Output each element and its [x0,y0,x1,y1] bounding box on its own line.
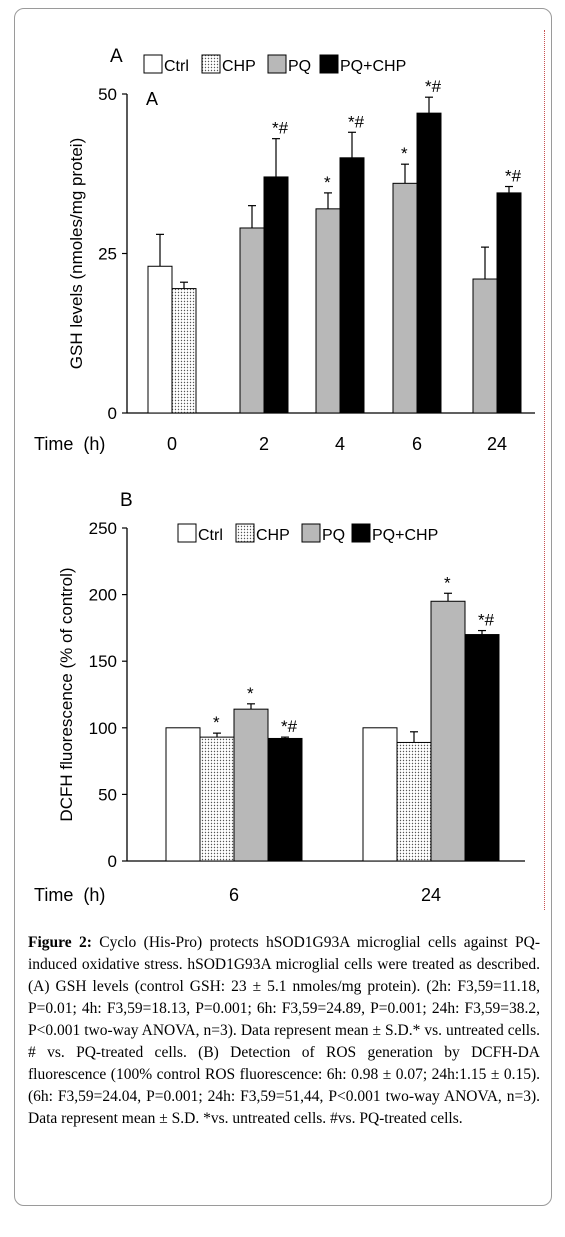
significance-marker: * [247,684,254,703]
significance-marker: * [213,713,220,732]
bar-pq-chp [263,176,289,414]
bar-pq-chp [416,112,442,414]
y-tick-label: 50 [98,85,117,104]
bar-ctrl [165,727,201,862]
bar-chp [396,741,432,862]
y-tick-label: 100 [89,719,117,738]
bar-pq [233,708,269,862]
bar-pq [239,227,265,414]
significance-marker: * [324,173,331,192]
legend-swatch [351,523,371,543]
panel-label: A [110,46,123,67]
x-tick-label: 6 [412,434,422,454]
legend-swatch [319,54,339,74]
x-tick-label: 2 [259,434,269,454]
x-tick-label: 6 [229,885,239,905]
legend-label: CHP [256,527,290,544]
legend-swatch [301,523,321,543]
y-tick-label: 250 [89,519,117,538]
bar-ctrl [147,265,173,414]
y-tick-label: 25 [98,245,117,264]
legend-label: PQ+CHP [340,58,406,75]
panel-label: B [120,490,133,511]
bar-chp [199,736,235,862]
y-tick-label: 0 [108,404,117,423]
x-tick-label: 24 [487,434,507,454]
significance-marker: * [444,573,451,592]
x-tick-label: 4 [335,434,345,454]
bar-chp [171,288,197,414]
legend-swatch [235,523,255,543]
panel-inner-label: A [146,89,158,109]
bar-pq-chp [496,192,522,414]
bar-pq [392,182,418,414]
legend-label: Ctrl [198,527,223,544]
significance-marker: *# [281,717,298,736]
significance-marker: *# [348,112,365,131]
significance-marker: *# [425,77,442,96]
bar-pq [315,208,341,414]
bar-ctrl [362,727,398,862]
significance-marker: *# [272,119,289,138]
dotted-margin-line [544,30,545,910]
x-axis-label: Time (h) [34,885,105,905]
caption-text: Cyclo (His-Pro) protects hSOD1G93A micro… [28,934,540,1127]
chart-a-gsh-levels: A A 0 25 50 GSH levels (nmoles/mg protei) Time… [34,46,535,454]
bar-pq [472,278,498,414]
bar-pq [430,600,466,862]
legend-label: PQ+CHP [372,527,438,544]
chart-b-dcfh-fluorescence: B 0 50 100 150 200 250 DCFH fluorescence (% of … [34,490,525,905]
significance-marker: *# [505,167,522,186]
x-tick-label: 24 [421,885,441,905]
legend-swatch [143,54,163,74]
bar-pq-chp [339,157,365,414]
legend-label: PQ [288,58,311,75]
y-tick-label: 0 [108,852,117,871]
caption-label: Figure 2: [28,934,92,951]
y-tick-label: 50 [98,785,117,804]
x-axis-label: Time (h) [34,434,105,454]
y-tick-label: 200 [89,586,117,605]
significance-marker: * [401,144,408,163]
y-axis-label: GSH levels (nmoles/mg protei) [67,138,86,369]
bar-pq-chp [267,737,303,862]
figure-caption: Figure 2: Cyclo (His-Pro) protects hSOD1… [28,932,540,1130]
y-tick-label: 150 [89,652,117,671]
legend-label: PQ [322,527,345,544]
legend-label: Ctrl [164,58,189,75]
legend-swatch [267,54,287,74]
legend-label: CHP [222,58,256,75]
bar-pq-chp [464,634,500,862]
y-axis-label: DCFH fluorescence (% of control) [57,567,76,821]
legend-swatch [201,54,221,74]
x-tick-label: 0 [167,434,177,454]
significance-marker: *# [478,611,495,630]
legend-swatch [177,523,197,543]
